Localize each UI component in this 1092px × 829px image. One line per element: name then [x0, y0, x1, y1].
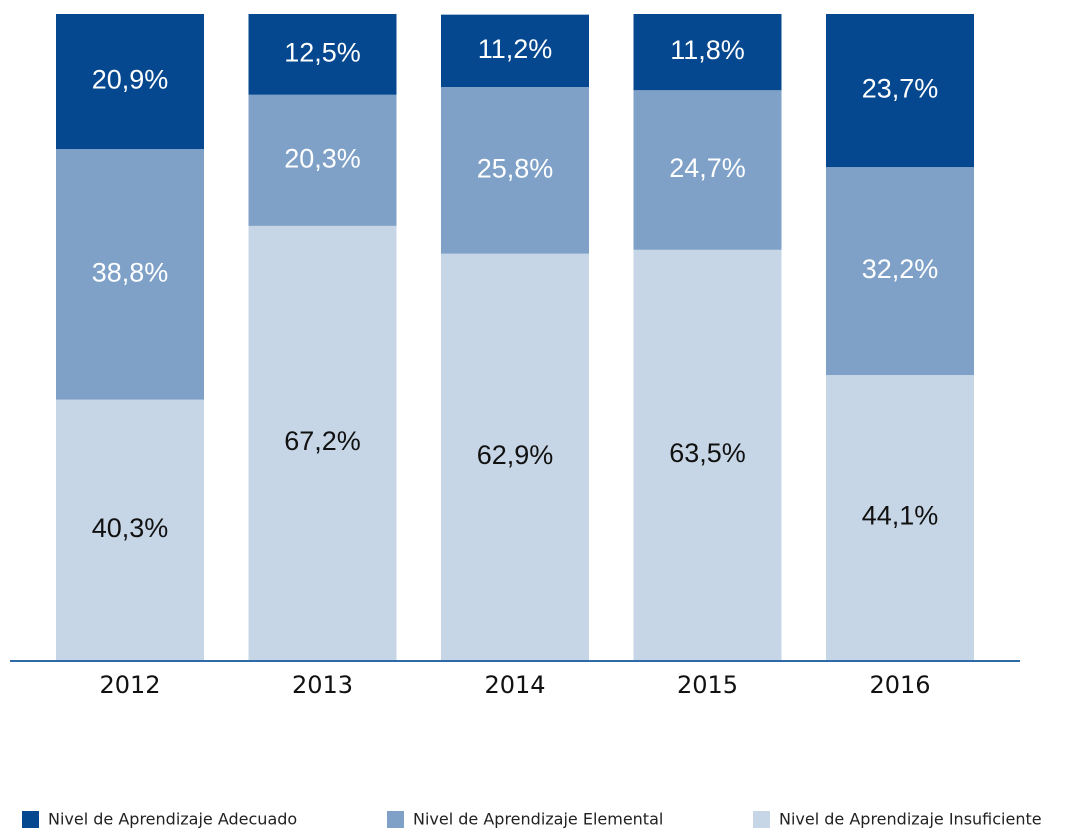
data-label: 40,3%	[92, 513, 169, 543]
data-label: 20,3%	[284, 143, 361, 173]
bar-segment	[633, 249, 782, 661]
bar-segment	[826, 167, 974, 376]
data-label: 67,2%	[284, 426, 361, 456]
legend-label: Nivel de Aprendizaje Elemental	[413, 810, 663, 829]
x-tick-label: 2016	[869, 671, 930, 699]
x-tick-label: 2015	[677, 671, 738, 699]
data-label: 62,9%	[477, 440, 554, 470]
bar-segment	[441, 86, 589, 254]
bar-segment	[826, 14, 974, 168]
bar-segment	[248, 94, 397, 226]
bar-segment	[633, 14, 782, 91]
bar-segment	[248, 225, 397, 660]
legend-label: Nivel de Aprendizaje Adecuado	[48, 810, 297, 829]
legend-swatch	[22, 811, 39, 828]
bar-segment	[633, 90, 782, 250]
bar-segment	[826, 375, 974, 660]
x-tick-label: 2014	[484, 671, 545, 699]
data-label: 44,1%	[862, 501, 939, 531]
data-label: 32,2%	[862, 254, 939, 284]
bar-segment	[56, 14, 204, 150]
bar-segment	[248, 14, 397, 95]
data-label: 11,2%	[478, 34, 553, 64]
x-tick-label: 2012	[99, 671, 160, 699]
data-label: 20,9%	[92, 65, 169, 95]
bar-segment	[56, 399, 204, 660]
legend-label: Nivel de Aprendizaje Insuficiente	[779, 810, 1042, 829]
legend-swatch	[387, 811, 404, 828]
data-label: 38,8%	[92, 257, 169, 287]
bar-segment	[441, 253, 589, 660]
data-label: 25,8%	[477, 153, 554, 183]
bar-segment	[441, 14, 589, 87]
x-tick-label: 2013	[292, 671, 353, 699]
bar-segment	[56, 149, 204, 400]
data-label: 11,8%	[670, 35, 745, 65]
data-label: 24,7%	[669, 153, 746, 183]
data-label: 63,5%	[669, 438, 746, 468]
data-label: 23,7%	[862, 74, 939, 104]
data-label: 12,5%	[284, 38, 361, 68]
legend-swatch	[753, 811, 770, 828]
